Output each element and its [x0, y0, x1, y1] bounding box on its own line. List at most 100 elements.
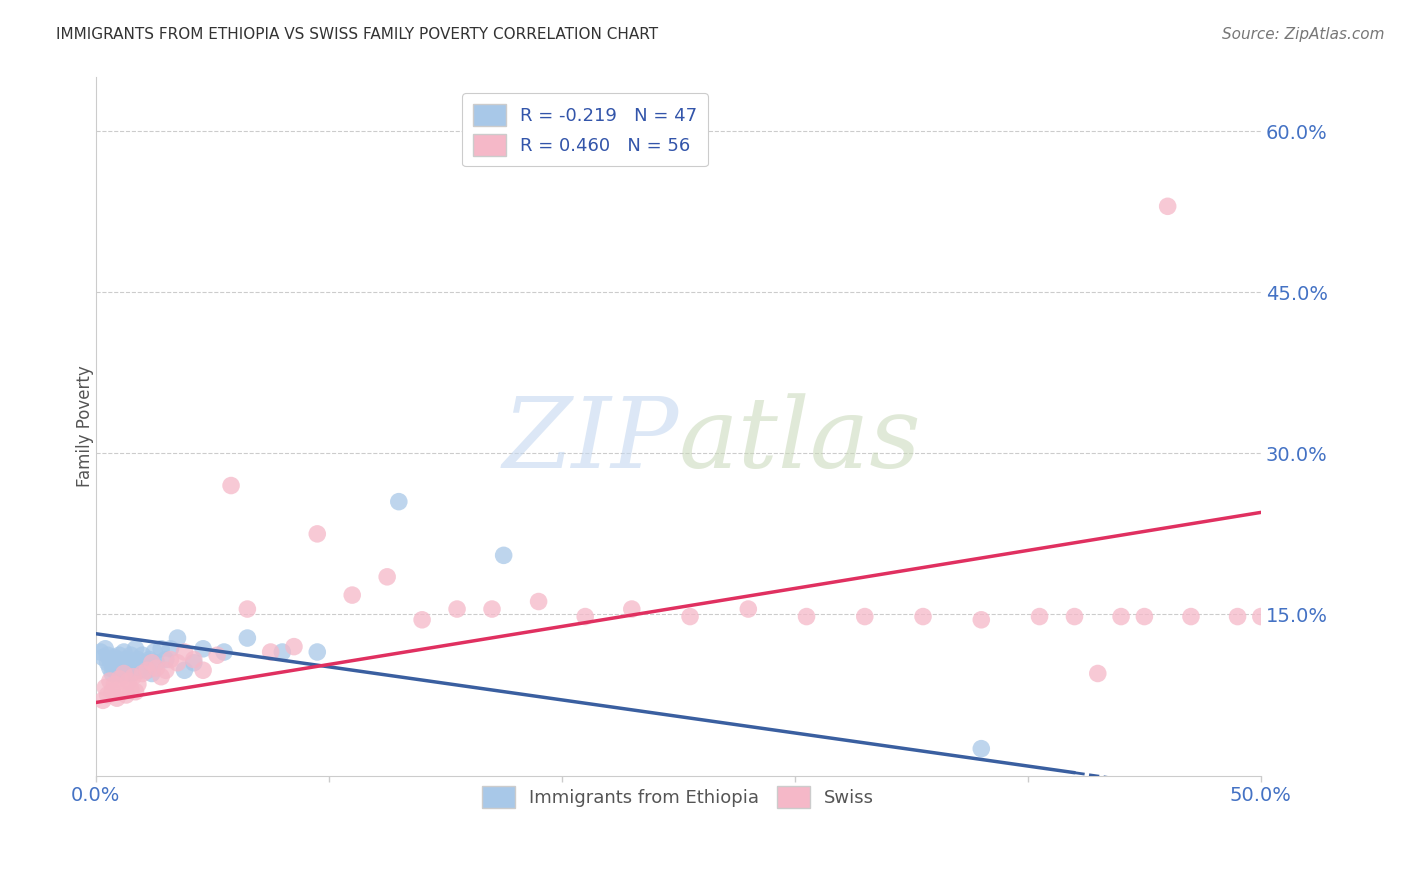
Point — [110, 682, 132, 697]
Point — [98, 661, 121, 675]
Point — [219, 478, 242, 492]
Point — [143, 645, 166, 659]
Point — [98, 673, 121, 688]
Point — [411, 613, 433, 627]
Point — [97, 656, 120, 670]
Y-axis label: Family Poverty: Family Poverty — [76, 366, 94, 487]
Point — [527, 594, 550, 608]
Point — [117, 673, 139, 688]
Point — [853, 609, 876, 624]
Point — [136, 663, 159, 677]
Point — [283, 640, 305, 654]
Point — [212, 645, 235, 659]
Point — [1028, 609, 1050, 624]
Point — [1180, 609, 1202, 624]
Point — [105, 659, 128, 673]
Point — [141, 656, 163, 670]
Point — [131, 648, 153, 663]
Point — [166, 656, 188, 670]
Point — [110, 656, 132, 670]
Point — [120, 648, 142, 663]
Point — [101, 666, 124, 681]
Point — [112, 663, 135, 677]
Point — [970, 613, 993, 627]
Point — [166, 631, 188, 645]
Point — [173, 645, 195, 659]
Point — [91, 650, 114, 665]
Point — [737, 602, 759, 616]
Point — [129, 663, 152, 677]
Point — [94, 681, 117, 695]
Point — [131, 666, 153, 681]
Point — [481, 602, 503, 616]
Point — [205, 648, 228, 663]
Point — [1250, 609, 1272, 624]
Point — [105, 691, 128, 706]
Point — [145, 656, 167, 670]
Point — [127, 652, 149, 666]
Point — [183, 656, 205, 670]
Point — [136, 663, 159, 677]
Point — [112, 645, 135, 659]
Point — [191, 641, 214, 656]
Point — [446, 602, 468, 616]
Point — [108, 672, 131, 686]
Point — [127, 677, 149, 691]
Point — [124, 641, 146, 656]
Point — [307, 527, 329, 541]
Legend: Immigrants from Ethiopia, Swiss: Immigrants from Ethiopia, Swiss — [475, 779, 882, 815]
Text: ZIP: ZIP — [502, 392, 679, 488]
Point — [150, 670, 173, 684]
Point — [492, 549, 515, 563]
Point — [120, 682, 142, 697]
Point — [105, 652, 128, 666]
Point — [101, 684, 124, 698]
Point — [103, 677, 125, 691]
Point — [375, 570, 398, 584]
Point — [145, 661, 167, 675]
Point — [236, 602, 259, 616]
Point — [620, 602, 643, 616]
Point — [1063, 609, 1085, 624]
Point — [141, 666, 163, 681]
Point — [155, 663, 177, 677]
Point — [173, 663, 195, 677]
Point — [108, 648, 131, 663]
Point — [150, 641, 173, 656]
Point — [90, 645, 112, 659]
Point — [796, 609, 818, 624]
Point — [138, 652, 160, 666]
Point — [108, 666, 131, 681]
Point — [388, 494, 411, 508]
Point — [120, 666, 142, 681]
Point — [122, 670, 145, 684]
Point — [103, 663, 125, 677]
Point — [94, 641, 117, 656]
Point — [271, 645, 294, 659]
Point — [97, 688, 120, 702]
Text: IMMIGRANTS FROM ETHIOPIA VS SWISS FAMILY POVERTY CORRELATION CHART: IMMIGRANTS FROM ETHIOPIA VS SWISS FAMILY… — [56, 27, 658, 42]
Point — [1109, 609, 1132, 624]
Point — [574, 609, 596, 624]
Point — [101, 657, 124, 672]
Point — [970, 741, 993, 756]
Text: atlas: atlas — [679, 392, 921, 488]
Point — [134, 656, 156, 670]
Point — [236, 631, 259, 645]
Point — [103, 650, 125, 665]
Point — [1156, 199, 1178, 213]
Point — [124, 684, 146, 698]
Text: Source: ZipAtlas.com: Source: ZipAtlas.com — [1222, 27, 1385, 42]
Point — [115, 688, 138, 702]
Point — [159, 641, 181, 656]
Point — [342, 588, 364, 602]
Point — [112, 666, 135, 681]
Point — [155, 652, 177, 666]
Point — [183, 652, 205, 666]
Point — [1226, 609, 1249, 624]
Point — [122, 656, 145, 670]
Point — [911, 609, 934, 624]
Point — [98, 652, 121, 666]
Point — [679, 609, 702, 624]
Point — [159, 652, 181, 666]
